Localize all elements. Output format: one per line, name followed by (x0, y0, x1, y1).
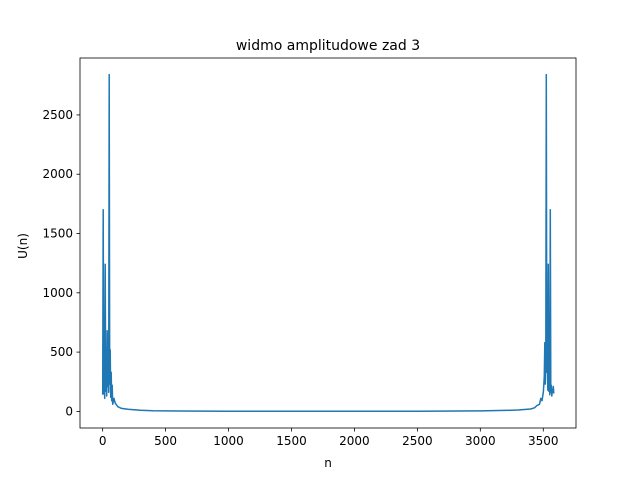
x-tick-label: 1000 (213, 434, 244, 448)
plot-area: 0 500 1000 1500 2000 2500 3000 3500 0 500 1000 1500… (42, 57, 577, 448)
y-tick-label: 500 (50, 345, 73, 359)
x-tick-label: 500 (154, 434, 177, 448)
x-tick-label: 2500 (402, 434, 433, 448)
chart-title: widmo amplitudowe zad 3 (236, 38, 420, 54)
y-tick-label: 2500 (42, 108, 73, 122)
x-tick-label: 3000 (465, 434, 496, 448)
y-tick-label: 0 (65, 404, 73, 418)
x-tick-label: 3500 (528, 434, 559, 448)
series-line (101, 73, 555, 413)
x-tick-label: 2000 (339, 434, 370, 448)
x-tick-label: 1500 (276, 434, 307, 448)
y-tick-label: 1000 (42, 286, 73, 300)
y-tick-label: 2000 (42, 167, 73, 181)
y-tick-label: 1500 (42, 227, 73, 241)
axes-frame (79, 57, 577, 429)
x-axis-label: n (324, 456, 332, 470)
y-axis-label: U(n) (16, 233, 30, 259)
x-tick-label: 0 (99, 434, 107, 448)
